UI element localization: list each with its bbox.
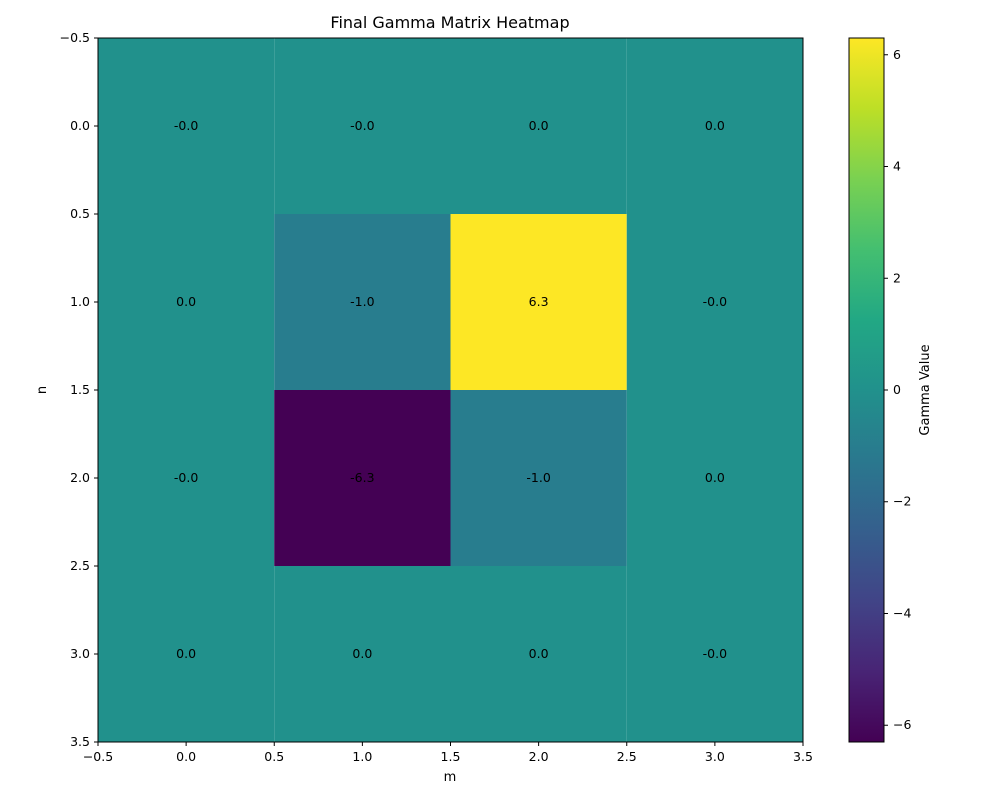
colorbar-tick-label: −6: [893, 717, 911, 732]
heatmap-cell: [274, 566, 451, 742]
colorbar-tick-label: 6: [893, 47, 901, 62]
y-tick-label: 2.0: [70, 470, 90, 485]
x-tick-label: 0.5: [264, 749, 284, 764]
heatmap-cell: [626, 38, 803, 214]
x-tick-label: 3.0: [705, 749, 725, 764]
colorbar-tick-label: 4: [893, 159, 901, 174]
colorbar-label: Gamma Value: [918, 344, 933, 435]
heatmap-cell: [450, 566, 627, 742]
x-tick-label: 2.5: [617, 749, 637, 764]
cell-value-label: 6.3: [529, 294, 549, 309]
cell-value-label: -0.0: [174, 470, 198, 485]
cell-value-label: 0.0: [529, 118, 549, 133]
heatmap-cell: [450, 214, 627, 390]
x-tick-label: 2.0: [529, 749, 549, 764]
cell-value-label: -0.0: [703, 646, 727, 661]
cell-value-label: 0.0: [529, 646, 549, 661]
colorbar-tick-label: −4: [893, 605, 911, 620]
heatmap-cell: [626, 566, 803, 742]
heatmap-cell: [98, 214, 275, 390]
x-axis-ticks: −0.5 0.0 0.5 1.0 1.5 2.0 2.5 3.0 3.5: [83, 742, 813, 764]
y-tick-label: 3.0: [70, 646, 90, 661]
y-tick-label: 2.5: [70, 558, 90, 573]
heatmap-cell: [450, 390, 627, 566]
y-tick-label: 1.5: [70, 382, 90, 397]
cell-value-label: -1.0: [526, 470, 550, 485]
colorbar-tick-label: 2: [893, 270, 901, 285]
heatmap-cell: [274, 390, 451, 566]
heatmap-cell: [98, 38, 275, 214]
heatmap-cells: [98, 38, 803, 742]
x-axis-label: m: [444, 770, 457, 785]
heatmap-cell: [626, 390, 803, 566]
colorbar-tick-label: −2: [893, 494, 911, 509]
y-tick-label: 1.0: [70, 294, 90, 309]
y-tick-label: 0.5: [70, 206, 90, 221]
y-tick-label: 3.5: [70, 734, 90, 749]
cell-value-label: 0.0: [705, 470, 725, 485]
cell-value-label: -1.0: [350, 294, 374, 309]
x-tick-label: 3.5: [793, 749, 813, 764]
colorbar-tick-label: 0: [893, 382, 901, 397]
cell-value-label: 0.0: [176, 646, 196, 661]
heatmap-cell: [98, 390, 275, 566]
y-tick-label: 0.0: [70, 118, 90, 133]
heatmap-cell: [274, 38, 451, 214]
colorbar-ticks: −6 −4 −2 0 2 4 6: [884, 47, 911, 732]
x-tick-label: −0.5: [83, 749, 113, 764]
y-axis-label: n: [35, 386, 50, 394]
cell-value-label: -0.0: [703, 294, 727, 309]
y-tick-label: −0.5: [60, 30, 90, 45]
cell-value-label: 0.0: [705, 118, 725, 133]
cell-value-label: -0.0: [350, 118, 374, 133]
heatmap-cell: [626, 214, 803, 390]
cell-value-label: -6.3: [350, 470, 374, 485]
cell-value-label: 0.0: [176, 294, 196, 309]
heatmap-cell: [450, 38, 627, 214]
x-tick-label: 1.5: [441, 749, 461, 764]
heatmap-cell: [98, 566, 275, 742]
chart-title: Final Gamma Matrix Heatmap: [330, 13, 569, 32]
cell-value-label: -0.0: [174, 118, 198, 133]
heatmap-cell-labels: -0.0 -0.0 0.0 0.0 0.0 -1.0 6.3 -0.0 -0.0 -6.3 -1.0…: [174, 118, 727, 661]
cell-value-label: 0.0: [352, 646, 372, 661]
heatmap-cell: [274, 214, 451, 390]
x-tick-label: 1.0: [352, 749, 372, 764]
colorbar: [848, 37, 885, 743]
y-axis-ticks: −0.5 0.0 0.5 1.0 1.5 2.0 2.5 3.0 3.5: [60, 30, 98, 749]
x-tick-label: 0.0: [176, 749, 196, 764]
